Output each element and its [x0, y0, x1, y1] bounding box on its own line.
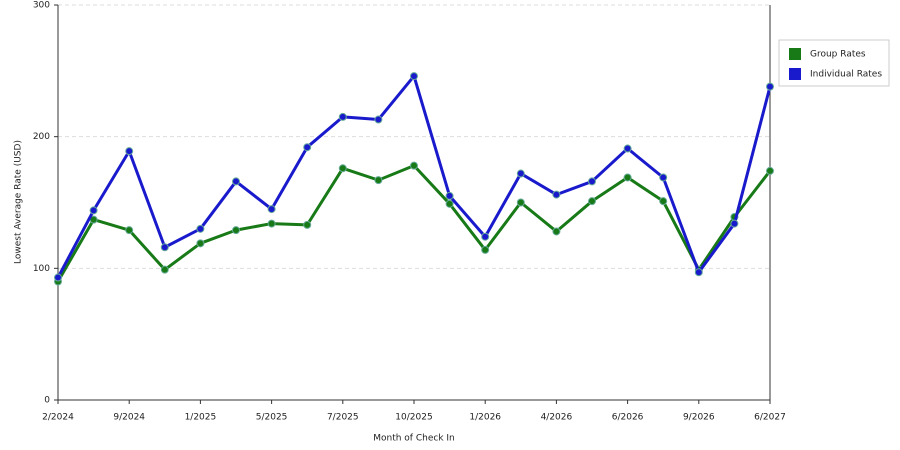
y-tick-label: 0: [44, 396, 50, 406]
point: [232, 226, 240, 235]
x-tick-label: 9/2024: [113, 413, 145, 423]
point: [588, 197, 596, 206]
point: [516, 169, 525, 178]
y-axis-label: Lowest Average Rate (USD): [14, 140, 24, 264]
x-tick-label: 7/2025: [327, 413, 359, 423]
point: [766, 82, 774, 91]
point: [196, 239, 205, 248]
x-axis-label: Month of Check In: [373, 434, 455, 444]
x-tick-label: 6/2026: [612, 413, 644, 423]
point: [125, 226, 134, 235]
point: [659, 197, 668, 206]
point: [445, 199, 454, 208]
point: [338, 164, 347, 173]
point: [730, 219, 739, 228]
point: [303, 220, 312, 229]
point: [516, 198, 525, 207]
point: [374, 115, 383, 124]
point: [160, 243, 169, 252]
point: [766, 166, 774, 175]
point: [160, 265, 169, 274]
point: [659, 173, 668, 182]
x-tick-label: 9/2026: [683, 413, 715, 423]
legend-label: Individual Rates: [810, 70, 882, 80]
point: [196, 224, 205, 233]
point: [552, 190, 561, 199]
legend-swatch: [789, 68, 801, 80]
point: [694, 268, 703, 277]
legend-swatch: [789, 48, 801, 60]
point: [338, 112, 347, 121]
point: [481, 232, 490, 241]
x-tick-label: 4/2026: [541, 413, 573, 423]
point: [232, 177, 240, 186]
y-tick-label: 200: [33, 132, 50, 142]
x-tick-label: 10/2025: [395, 413, 432, 423]
point: [267, 219, 276, 228]
x-tick-label: 6/2027: [754, 413, 786, 423]
point: [374, 176, 383, 185]
x-tick-label: 5/2025: [256, 413, 288, 423]
point: [303, 143, 312, 152]
point: [481, 245, 490, 254]
point: [410, 161, 418, 170]
point: [89, 206, 98, 215]
y-tick-label: 300: [33, 1, 50, 11]
point: [445, 191, 454, 200]
point: [267, 205, 276, 214]
x-tick-label: 1/2026: [469, 413, 501, 423]
point: [552, 227, 561, 236]
point: [54, 273, 62, 282]
legend-label: Group Rates: [810, 50, 866, 60]
point: [125, 147, 134, 156]
point: [623, 173, 632, 182]
x-tick-label: 2/2024: [42, 413, 74, 423]
point: [588, 177, 596, 186]
point: [623, 144, 632, 153]
x-tick-label: 1/2025: [185, 413, 217, 423]
point: [410, 72, 418, 81]
y-tick-label: 100: [33, 264, 50, 274]
